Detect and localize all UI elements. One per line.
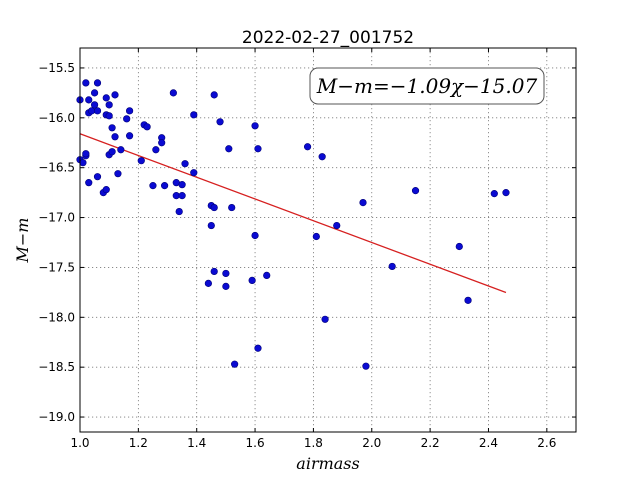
y-tick-label: −16.0 xyxy=(38,111,75,125)
data-point xyxy=(190,169,198,177)
data-point xyxy=(126,132,134,140)
data-point xyxy=(143,123,151,131)
data-point xyxy=(178,181,186,189)
data-point xyxy=(411,187,420,195)
data-point xyxy=(388,262,396,271)
annotation-equation: M−m=−1.09χ−15.07 xyxy=(316,74,538,98)
data-point xyxy=(93,107,102,115)
data-point xyxy=(225,145,233,153)
y-tick-label: −18.5 xyxy=(38,360,75,374)
data-point xyxy=(123,115,131,123)
data-point xyxy=(93,173,102,181)
x-tick-label: 2.6 xyxy=(537,436,556,450)
data-point xyxy=(158,139,166,147)
y-tick-label: −19.0 xyxy=(38,410,75,424)
data-point xyxy=(204,279,212,287)
data-point xyxy=(93,79,102,87)
fit-line xyxy=(79,133,507,294)
data-point xyxy=(210,203,218,212)
data-point xyxy=(149,182,157,190)
data-point xyxy=(126,107,134,115)
data-point xyxy=(210,267,218,276)
data-point xyxy=(108,124,116,132)
data-point xyxy=(321,315,329,323)
data-point xyxy=(137,157,145,165)
data-point xyxy=(222,282,230,290)
y-tick-label: −15.5 xyxy=(38,61,75,75)
data-point xyxy=(222,269,230,278)
data-point xyxy=(108,148,116,156)
data-point xyxy=(231,360,239,368)
data-point xyxy=(114,170,122,178)
fit-line-group xyxy=(79,133,507,294)
data-point xyxy=(318,153,326,161)
data-point xyxy=(254,344,262,352)
y-tick-label: −17.0 xyxy=(38,211,75,225)
data-point xyxy=(105,101,113,109)
x-tick-label: 2.0 xyxy=(362,436,381,450)
data-point xyxy=(303,143,312,151)
chart-title: 2022-02-27_001752 xyxy=(242,28,414,48)
y-tick-label: −16.5 xyxy=(38,161,75,175)
data-point xyxy=(111,91,119,99)
x-tick-label: 1.8 xyxy=(304,436,323,450)
data-point xyxy=(82,79,90,87)
data-point xyxy=(190,111,198,119)
fit-annotation: M−m=−1.09χ−15.07 xyxy=(309,67,545,105)
data-point xyxy=(90,89,99,97)
data-point xyxy=(490,190,498,198)
data-point xyxy=(502,189,510,197)
data-point xyxy=(85,179,93,187)
data-point xyxy=(117,146,125,154)
data-point xyxy=(312,232,320,241)
data-point xyxy=(464,296,472,304)
x-tick-label: 2.2 xyxy=(421,436,440,450)
data-point xyxy=(161,182,169,190)
data-point xyxy=(251,122,259,130)
data-point xyxy=(362,362,370,370)
data-point xyxy=(169,89,177,97)
data-point xyxy=(90,101,99,109)
data-point xyxy=(181,160,189,168)
data-point xyxy=(228,203,236,212)
data-point xyxy=(102,186,110,194)
x-tick-label: 1.6 xyxy=(246,436,265,450)
y-tick-label: −18.0 xyxy=(38,310,75,324)
data-point xyxy=(178,192,186,200)
data-point xyxy=(175,207,183,216)
y-axis-label: M−m xyxy=(13,218,32,264)
data-point xyxy=(254,145,262,153)
data-point xyxy=(263,271,271,280)
data-point xyxy=(105,112,113,120)
data-point xyxy=(333,221,341,230)
axis-ticks: 1.0 1.2 1.4 1.6 1.8 2.0 2.2 2.4 2.6 −15.5 −16.0 −16… xyxy=(38,48,576,450)
x-tick-label: 1.2 xyxy=(129,436,148,450)
annotation-box xyxy=(309,67,545,105)
x-tick-label: 1.0 xyxy=(70,436,89,450)
plot-frame xyxy=(79,47,577,433)
data-point xyxy=(251,231,259,240)
data-point xyxy=(248,276,256,284)
y-tick-label: −17.5 xyxy=(38,260,75,274)
data-point xyxy=(102,94,110,102)
data-point xyxy=(455,242,463,251)
data-point xyxy=(216,118,224,126)
data-point xyxy=(210,91,218,99)
x-tick-label: 2.4 xyxy=(479,436,498,450)
x-tick-label: 1.4 xyxy=(187,436,206,450)
x-axis-label: airmass xyxy=(296,454,359,473)
data-point xyxy=(111,133,119,141)
data-point xyxy=(82,150,90,158)
data-points xyxy=(76,79,510,370)
data-point xyxy=(207,221,215,230)
data-point xyxy=(79,159,87,167)
data-point xyxy=(152,146,160,154)
data-point xyxy=(359,198,367,207)
data-point xyxy=(85,96,93,104)
